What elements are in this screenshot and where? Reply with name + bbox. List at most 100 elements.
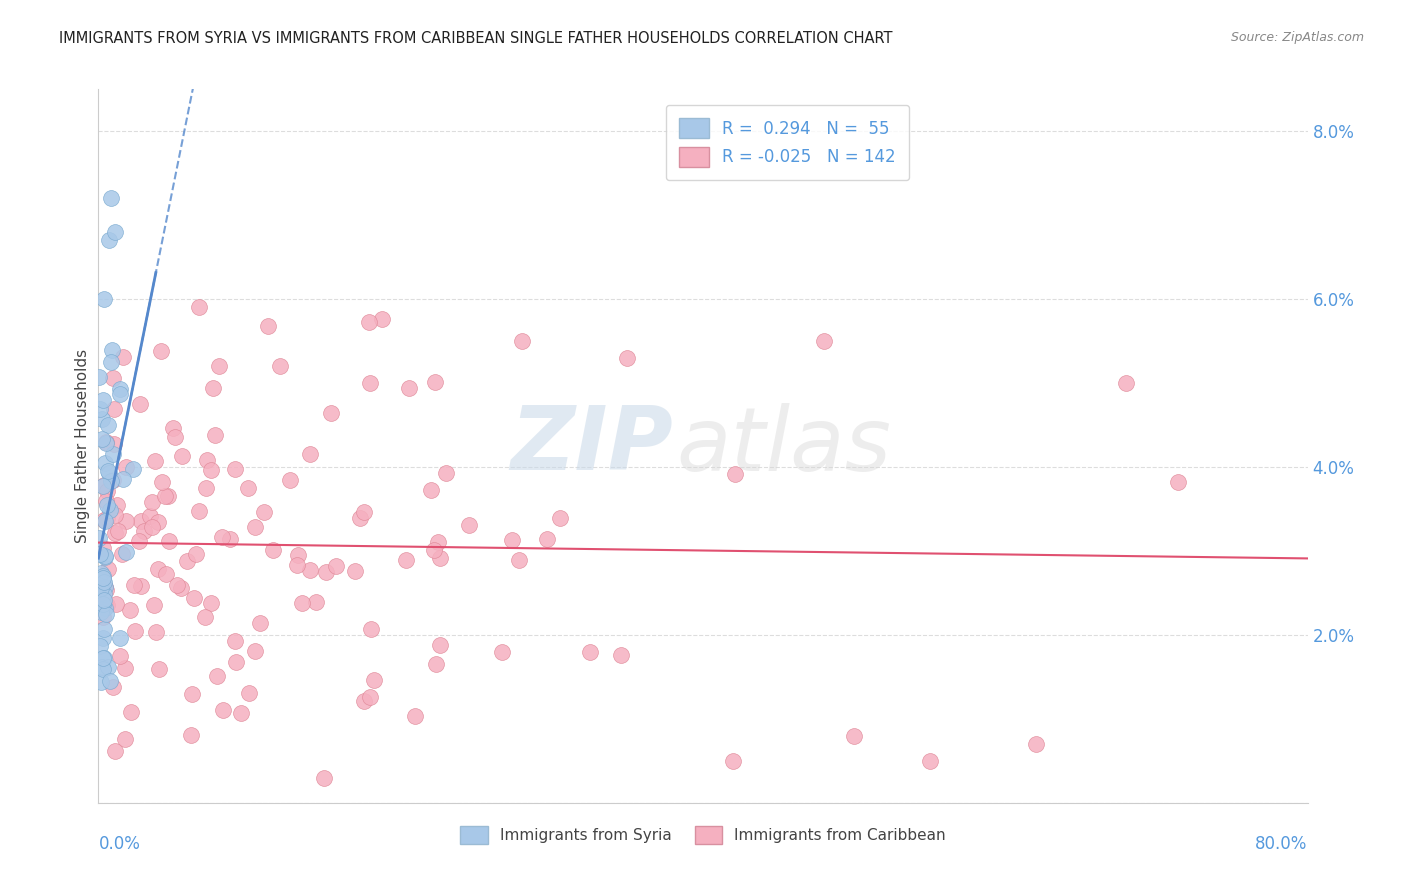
Point (93, 651, 115, 665)
Point (285, 558, 308, 572)
Point (170, 581, 193, 595)
Point (114, 460, 136, 475)
Point (93, 512, 115, 526)
Point (94, 601, 117, 615)
Point (94, 493, 117, 508)
Point (129, 397, 152, 411)
Point (579, 645, 602, 659)
Point (143, 598, 166, 612)
Point (183, 591, 205, 606)
Point (104, 226, 127, 240)
Text: ZIP: ZIP (510, 402, 672, 490)
Point (918, 754, 941, 768)
Point (108, 632, 131, 646)
Point (87, 577, 110, 591)
Point (110, 382, 132, 396)
Point (129, 514, 152, 528)
Point (93, 580, 115, 594)
Point (105, 498, 128, 512)
Point (93, 549, 115, 563)
Point (155, 567, 177, 582)
Point (91, 610, 114, 624)
Point (844, 729, 866, 743)
Point (107, 524, 129, 538)
Point (97, 466, 120, 480)
Point (98, 503, 121, 517)
Point (204, 428, 226, 442)
Point (96, 435, 118, 450)
Point (491, 645, 513, 659)
Point (101, 473, 124, 487)
Point (426, 534, 449, 549)
Point (360, 376, 382, 390)
Point (723, 754, 745, 768)
Point (124, 578, 146, 592)
Point (548, 511, 571, 525)
Point (194, 610, 217, 624)
Point (148, 663, 170, 677)
Point (91, 597, 114, 611)
Point (132, 524, 155, 538)
Point (105, 597, 128, 611)
Point (218, 533, 240, 547)
Point (224, 462, 246, 476)
Point (101, 680, 124, 694)
Point (114, 545, 136, 559)
Point (166, 578, 188, 592)
Point (87, 532, 110, 546)
Point (96, 498, 118, 512)
Point (93, 392, 115, 407)
Point (93, 622, 115, 636)
Point (94, 597, 117, 611)
Point (287, 548, 309, 562)
Point (143, 454, 166, 468)
Point (91, 632, 114, 646)
Point (98, 233, 121, 247)
Point (188, 504, 211, 518)
Point (200, 462, 222, 476)
Point (94, 436, 117, 450)
Point (458, 518, 481, 533)
Point (269, 359, 291, 374)
Point (299, 563, 322, 577)
Point (141, 494, 163, 508)
Point (89, 639, 111, 653)
Point (90, 432, 112, 446)
Point (120, 705, 142, 719)
Point (434, 466, 457, 480)
Point (98, 673, 121, 688)
Point (212, 703, 235, 717)
Point (93, 574, 115, 589)
Point (96, 464, 118, 478)
Point (201, 381, 224, 395)
Point (128, 533, 150, 548)
Point (429, 550, 451, 565)
Point (108, 387, 131, 401)
Point (90, 566, 112, 580)
Point (186, 547, 208, 561)
Point (93, 292, 115, 306)
Point (100, 343, 122, 358)
Point (195, 453, 218, 467)
Point (110, 649, 132, 664)
Point (93, 580, 115, 594)
Point (87, 370, 110, 384)
Text: IMMIGRANTS FROM SYRIA VS IMMIGRANTS FROM CARIBBEAN SINGLE FATHER HOUSEHOLDS CORR: IMMIGRANTS FROM SYRIA VS IMMIGRANTS FROM… (59, 31, 893, 46)
Point (353, 694, 375, 708)
Point (101, 371, 124, 385)
Point (319, 406, 342, 420)
Point (118, 603, 141, 617)
Point (325, 558, 347, 573)
Point (616, 351, 638, 365)
Legend: Immigrants from Syria, Immigrants from Caribbean: Immigrants from Syria, Immigrants from C… (454, 820, 952, 850)
Text: 0.0%: 0.0% (98, 835, 141, 853)
Point (357, 315, 380, 329)
Point (157, 489, 180, 503)
Point (419, 483, 441, 497)
Point (93, 478, 115, 492)
Point (90, 411, 112, 425)
Text: atlas: atlas (676, 403, 891, 489)
Point (404, 709, 426, 723)
Point (180, 728, 202, 742)
Point (211, 530, 233, 544)
